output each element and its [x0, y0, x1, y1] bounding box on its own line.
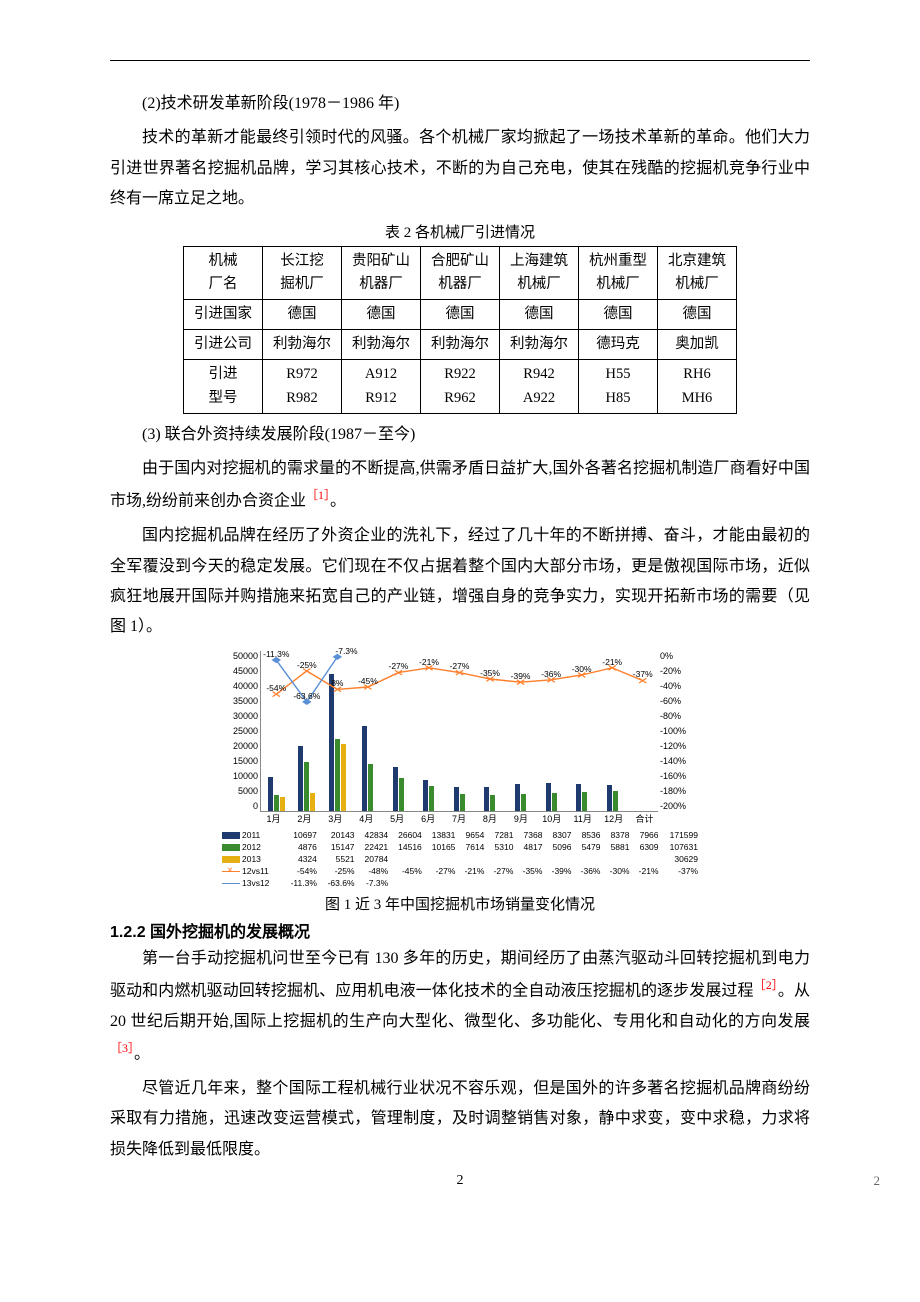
table-cell: 利勃海尔: [342, 330, 421, 360]
table-cell: RH6MH6: [658, 360, 737, 413]
lines-svg: [261, 651, 658, 811]
table-cell: 贵阳矿山机器厂: [342, 246, 421, 299]
legend-table: 2011106972014342834266041383196547281736…: [220, 829, 700, 889]
heading-1-2-2: 1.2.2 国外挖掘机的发展概况: [110, 918, 810, 942]
para4b: 。: [330, 493, 346, 510]
table-cell: 利勃海尔: [500, 330, 579, 360]
table-cell: 德国: [263, 299, 342, 329]
table-cell: 利勃海尔: [263, 330, 342, 360]
table-cell: A912R912: [342, 360, 421, 413]
para6a: 第一台手动挖掘机问世至今已有 130 多年的历史，期间经历了由蒸汽驱动斗回转挖掘…: [110, 950, 810, 1000]
table-cell: 机械厂名: [184, 246, 263, 299]
table2-caption: 表 2 各机械厂引进情况: [110, 221, 810, 242]
table-cell: 德玛克: [579, 330, 658, 360]
table-cell: R942A922: [500, 360, 579, 413]
para6c: 。: [134, 1046, 150, 1063]
header-rule: [110, 60, 810, 61]
table-cell: 引进公司: [184, 330, 263, 360]
table-cell: 奥加凯: [658, 330, 737, 360]
para-foreign-2: 尽管近几年来，整个国际工程机械行业状况不容乐观，但是国外的许多著名挖掘机品牌商纷…: [110, 1074, 810, 1165]
table-cell: 德国: [500, 299, 579, 329]
para4a: 由于国内对挖掘机的需求量的不断提高,供需矛盾日益扩大,国外各著名挖掘机制造厂商看…: [110, 460, 810, 510]
table-cell: 引进型号: [184, 360, 263, 413]
y-axis-right: 0%-20%-40%-60%-80%-100%-120%-140%-160%-1…: [658, 651, 700, 811]
table-cell: R922R962: [421, 360, 500, 413]
table2: 机械厂名长江挖掘机厂贵阳矿山机器厂合肥矿山机器厂上海建筑机械厂杭州重型机械厂北京…: [183, 246, 737, 414]
table-cell: R972R982: [263, 360, 342, 413]
table-cell: 杭州重型机械厂: [579, 246, 658, 299]
para-domestic: 国内挖掘机品牌在经历了外资企业的洗礼下，经过了几十年的不断拼搏、奋斗，才能由最初…: [110, 521, 810, 643]
document-page: (2)技术研发革新阶段(1978－1986 年) 技术的革新才能最终引领时代的风…: [0, 0, 920, 1209]
table-cell: 上海建筑机械厂: [500, 246, 579, 299]
figure1-chart: 5000045000400003500030000250002000015000…: [220, 651, 700, 889]
table-cell: 德国: [342, 299, 421, 329]
table-cell: 德国: [421, 299, 500, 329]
page-number-center: 2: [0, 1173, 920, 1189]
table-cell: 引进国家: [184, 299, 263, 329]
para-stage3-title: (3) 联合外资持续发展阶段(1987－至今): [110, 420, 810, 450]
para-stage3-body: 由于国内对挖掘机的需求量的不断提高,供需矛盾日益扩大,国外各著名挖掘机制造厂商看…: [110, 454, 810, 517]
month-labels: 1月2月3月4月5月6月7月8月9月10月11月12月合计: [258, 812, 660, 825]
table-cell: 德国: [579, 299, 658, 329]
para-stage2-body: 技术的革新才能最终引领时代的风骚。各个机械厂家均掀起了一场技术革新的革命。他们大…: [110, 123, 810, 214]
para-stage2-title: (2)技术研发革新阶段(1978－1986 年): [110, 89, 810, 119]
table-cell: 长江挖掘机厂: [263, 246, 342, 299]
para-foreign-1: 第一台手动挖掘机问世至今已有 130 多年的历史，期间经历了由蒸汽驱动斗回转挖掘…: [110, 944, 810, 1070]
table-cell: H55H85: [579, 360, 658, 413]
page-number-right: 2: [874, 1173, 881, 1189]
table-cell: 利勃海尔: [421, 330, 500, 360]
figure1-caption: 图 1 近 3 年中国挖掘机市场销量变化情况: [110, 893, 810, 914]
ref-1: ［1］: [306, 488, 330, 502]
table-cell: 北京建筑机械厂: [658, 246, 737, 299]
y-axis-left: 5000045000400003500030000250002000015000…: [220, 651, 260, 811]
plot-area: -25%-7.3%-45%-27%-21%-27%-35%-39%-36%-30…: [260, 651, 658, 812]
table-cell: 德国: [658, 299, 737, 329]
ref-2: ［2］: [754, 978, 778, 992]
ref-3: ［3］: [110, 1041, 134, 1055]
table-cell: 合肥矿山机器厂: [421, 246, 500, 299]
